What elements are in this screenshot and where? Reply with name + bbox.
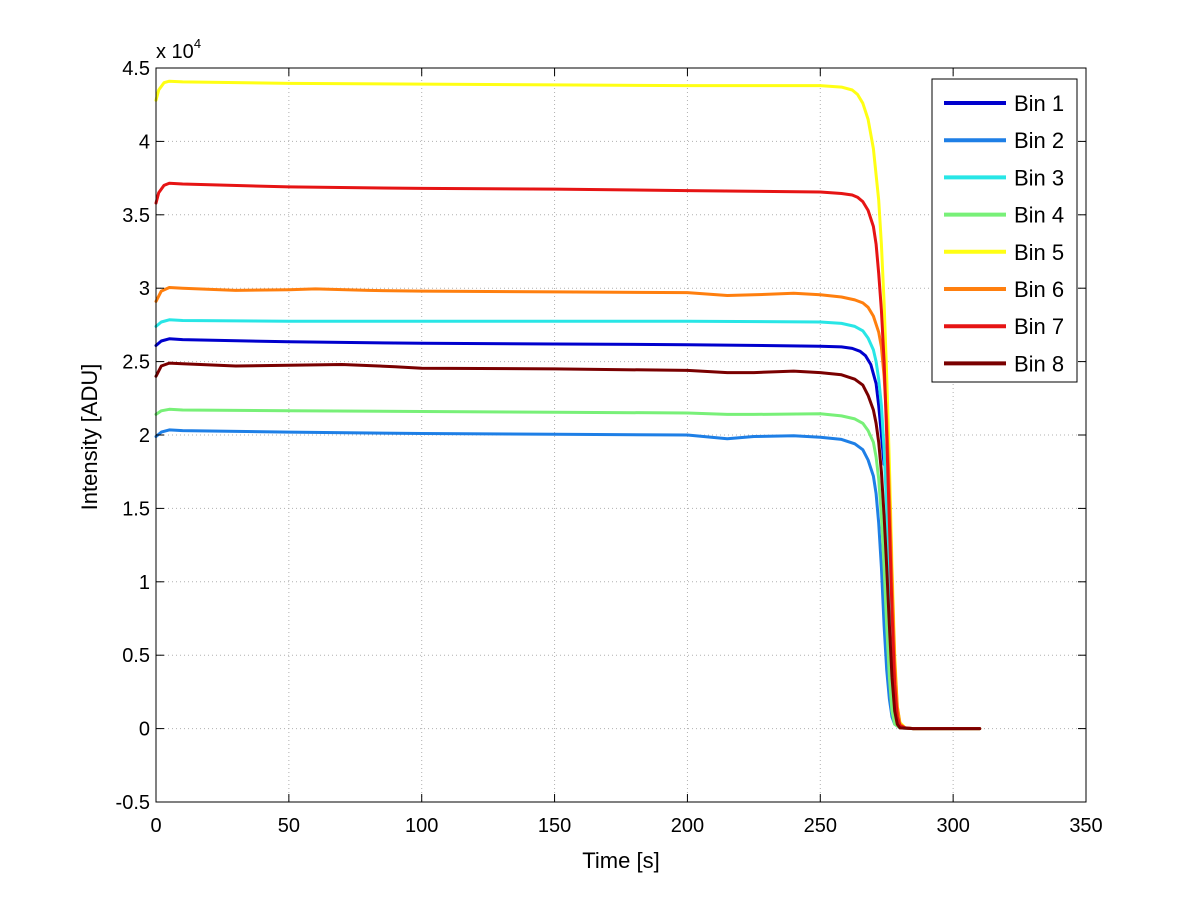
legend-label-bin-4: Bin 4: [1014, 203, 1064, 228]
legend-label-bin-8: Bin 8: [1014, 351, 1064, 376]
legend-label-bin-7: Bin 7: [1014, 314, 1064, 339]
x-axis-label: Time [s]: [582, 848, 659, 873]
y-tick-label: 4: [139, 131, 150, 153]
y-tick-label: 2: [139, 425, 150, 447]
series-line-bin-7: [154, 181, 982, 731]
ticks: 0 50 100 150 200 250 300 350-0.500.511.522.533.…: [116, 58, 1103, 837]
y-axis-label: Intensity [ADU]: [77, 364, 102, 511]
y-tick-label: 0: [139, 719, 150, 741]
y-tick-label: -0.5: [116, 792, 150, 814]
x-tick-label: 0: [150, 815, 161, 837]
legend: Bin 1 Bin 2 Bin 3 Bin 4 Bin 5 Bin 6 Bin 7 Bin 8: [931, 78, 1078, 383]
y-tick-label: 1: [139, 572, 150, 594]
legend-label-bin-2: Bin 2: [1014, 128, 1064, 153]
x-tick-label: 250: [804, 815, 837, 837]
x-tick-label: 300: [936, 815, 969, 837]
y-tick-label: 3.5: [122, 205, 150, 227]
y-tick-label: 1.5: [122, 498, 150, 520]
y-tick-label: 0.5: [122, 645, 150, 667]
x-tick-label: 350: [1069, 815, 1102, 837]
series-line-bin-1: [154, 337, 886, 466]
y-tick-label: 3: [139, 278, 150, 300]
x-tick-label: 200: [671, 815, 704, 837]
y-tick-label: 2.5: [122, 352, 150, 374]
legend-box: [931, 78, 1078, 383]
x-tick-label: 100: [405, 815, 438, 837]
x-tick-label: 150: [538, 815, 571, 837]
legend-label-bin-3: Bin 3: [1014, 165, 1064, 190]
y-tick-label: 4.5: [122, 58, 150, 80]
series-line-bin-4: [154, 407, 982, 731]
y-multiplier-label: x 104: [156, 36, 201, 63]
legend-label-bin-6: Bin 6: [1014, 277, 1064, 302]
series-line-bin-8: [154, 361, 982, 731]
legend-label-bin-5: Bin 5: [1014, 240, 1064, 265]
x-tick-label: 50: [278, 815, 300, 837]
y-multiplier-exponent: 4: [194, 36, 201, 51]
legend-label-bin-1: Bin 1: [1014, 91, 1064, 116]
data-lines: [154, 79, 982, 731]
